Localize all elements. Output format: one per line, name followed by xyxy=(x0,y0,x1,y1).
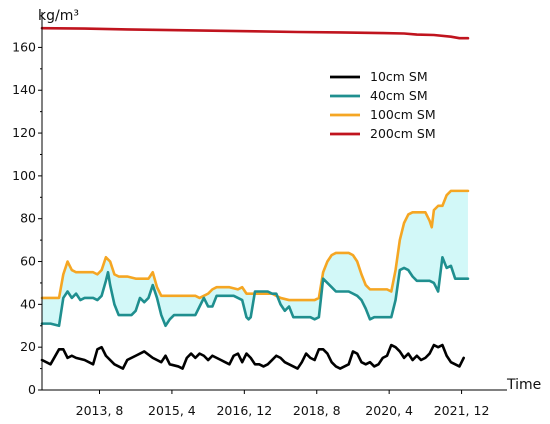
y-tick-label: 160 xyxy=(12,39,36,54)
series-line-200cm-sm xyxy=(40,26,470,40)
ticks: 0 20 40 60 80 100 120 140 160 2013, 8 2015, 4 2016,… xyxy=(12,39,489,418)
axes xyxy=(41,12,507,391)
y-tick-label: 100 xyxy=(12,168,36,183)
series-line-10cm-sm xyxy=(40,343,466,370)
y-tick-label: 140 xyxy=(12,82,36,97)
x-tick-label: 2015, 4 xyxy=(148,403,196,418)
y-tick-label: 0 xyxy=(28,382,36,397)
y-tick-label: 80 xyxy=(20,211,36,226)
series-line-40cm-sm xyxy=(40,255,470,328)
legend-label: 100cm SM xyxy=(370,107,436,122)
legend-label: 40cm SM xyxy=(370,88,428,103)
x-tick-label: 2021, 12 xyxy=(434,403,490,418)
x-tick-label: 2013, 8 xyxy=(76,403,124,418)
x-tick-label: 2020, 4 xyxy=(365,403,413,418)
legend-label: 200cm SM xyxy=(370,126,436,141)
x-axis-label: Time xyxy=(506,377,541,393)
legend-label: 10cm SM xyxy=(370,69,428,84)
x-tick-label: 2018, 8 xyxy=(293,403,341,418)
x-tick-label: 2016, 12 xyxy=(216,403,272,418)
y-tick-label: 40 xyxy=(20,296,36,311)
y-tick-label: 120 xyxy=(12,125,36,140)
y-tick-label: 20 xyxy=(20,339,36,354)
series-line-layer xyxy=(40,26,470,370)
band-fill xyxy=(42,190,468,326)
series-line-100cm-sm xyxy=(40,189,470,302)
legend: 10cm SM 40cm SM 100cm SM 200cm SM xyxy=(330,69,436,141)
y-axis-label: kg/m³ xyxy=(38,8,79,24)
series-fill-layer xyxy=(42,190,468,326)
y-tick-label: 60 xyxy=(20,254,36,269)
